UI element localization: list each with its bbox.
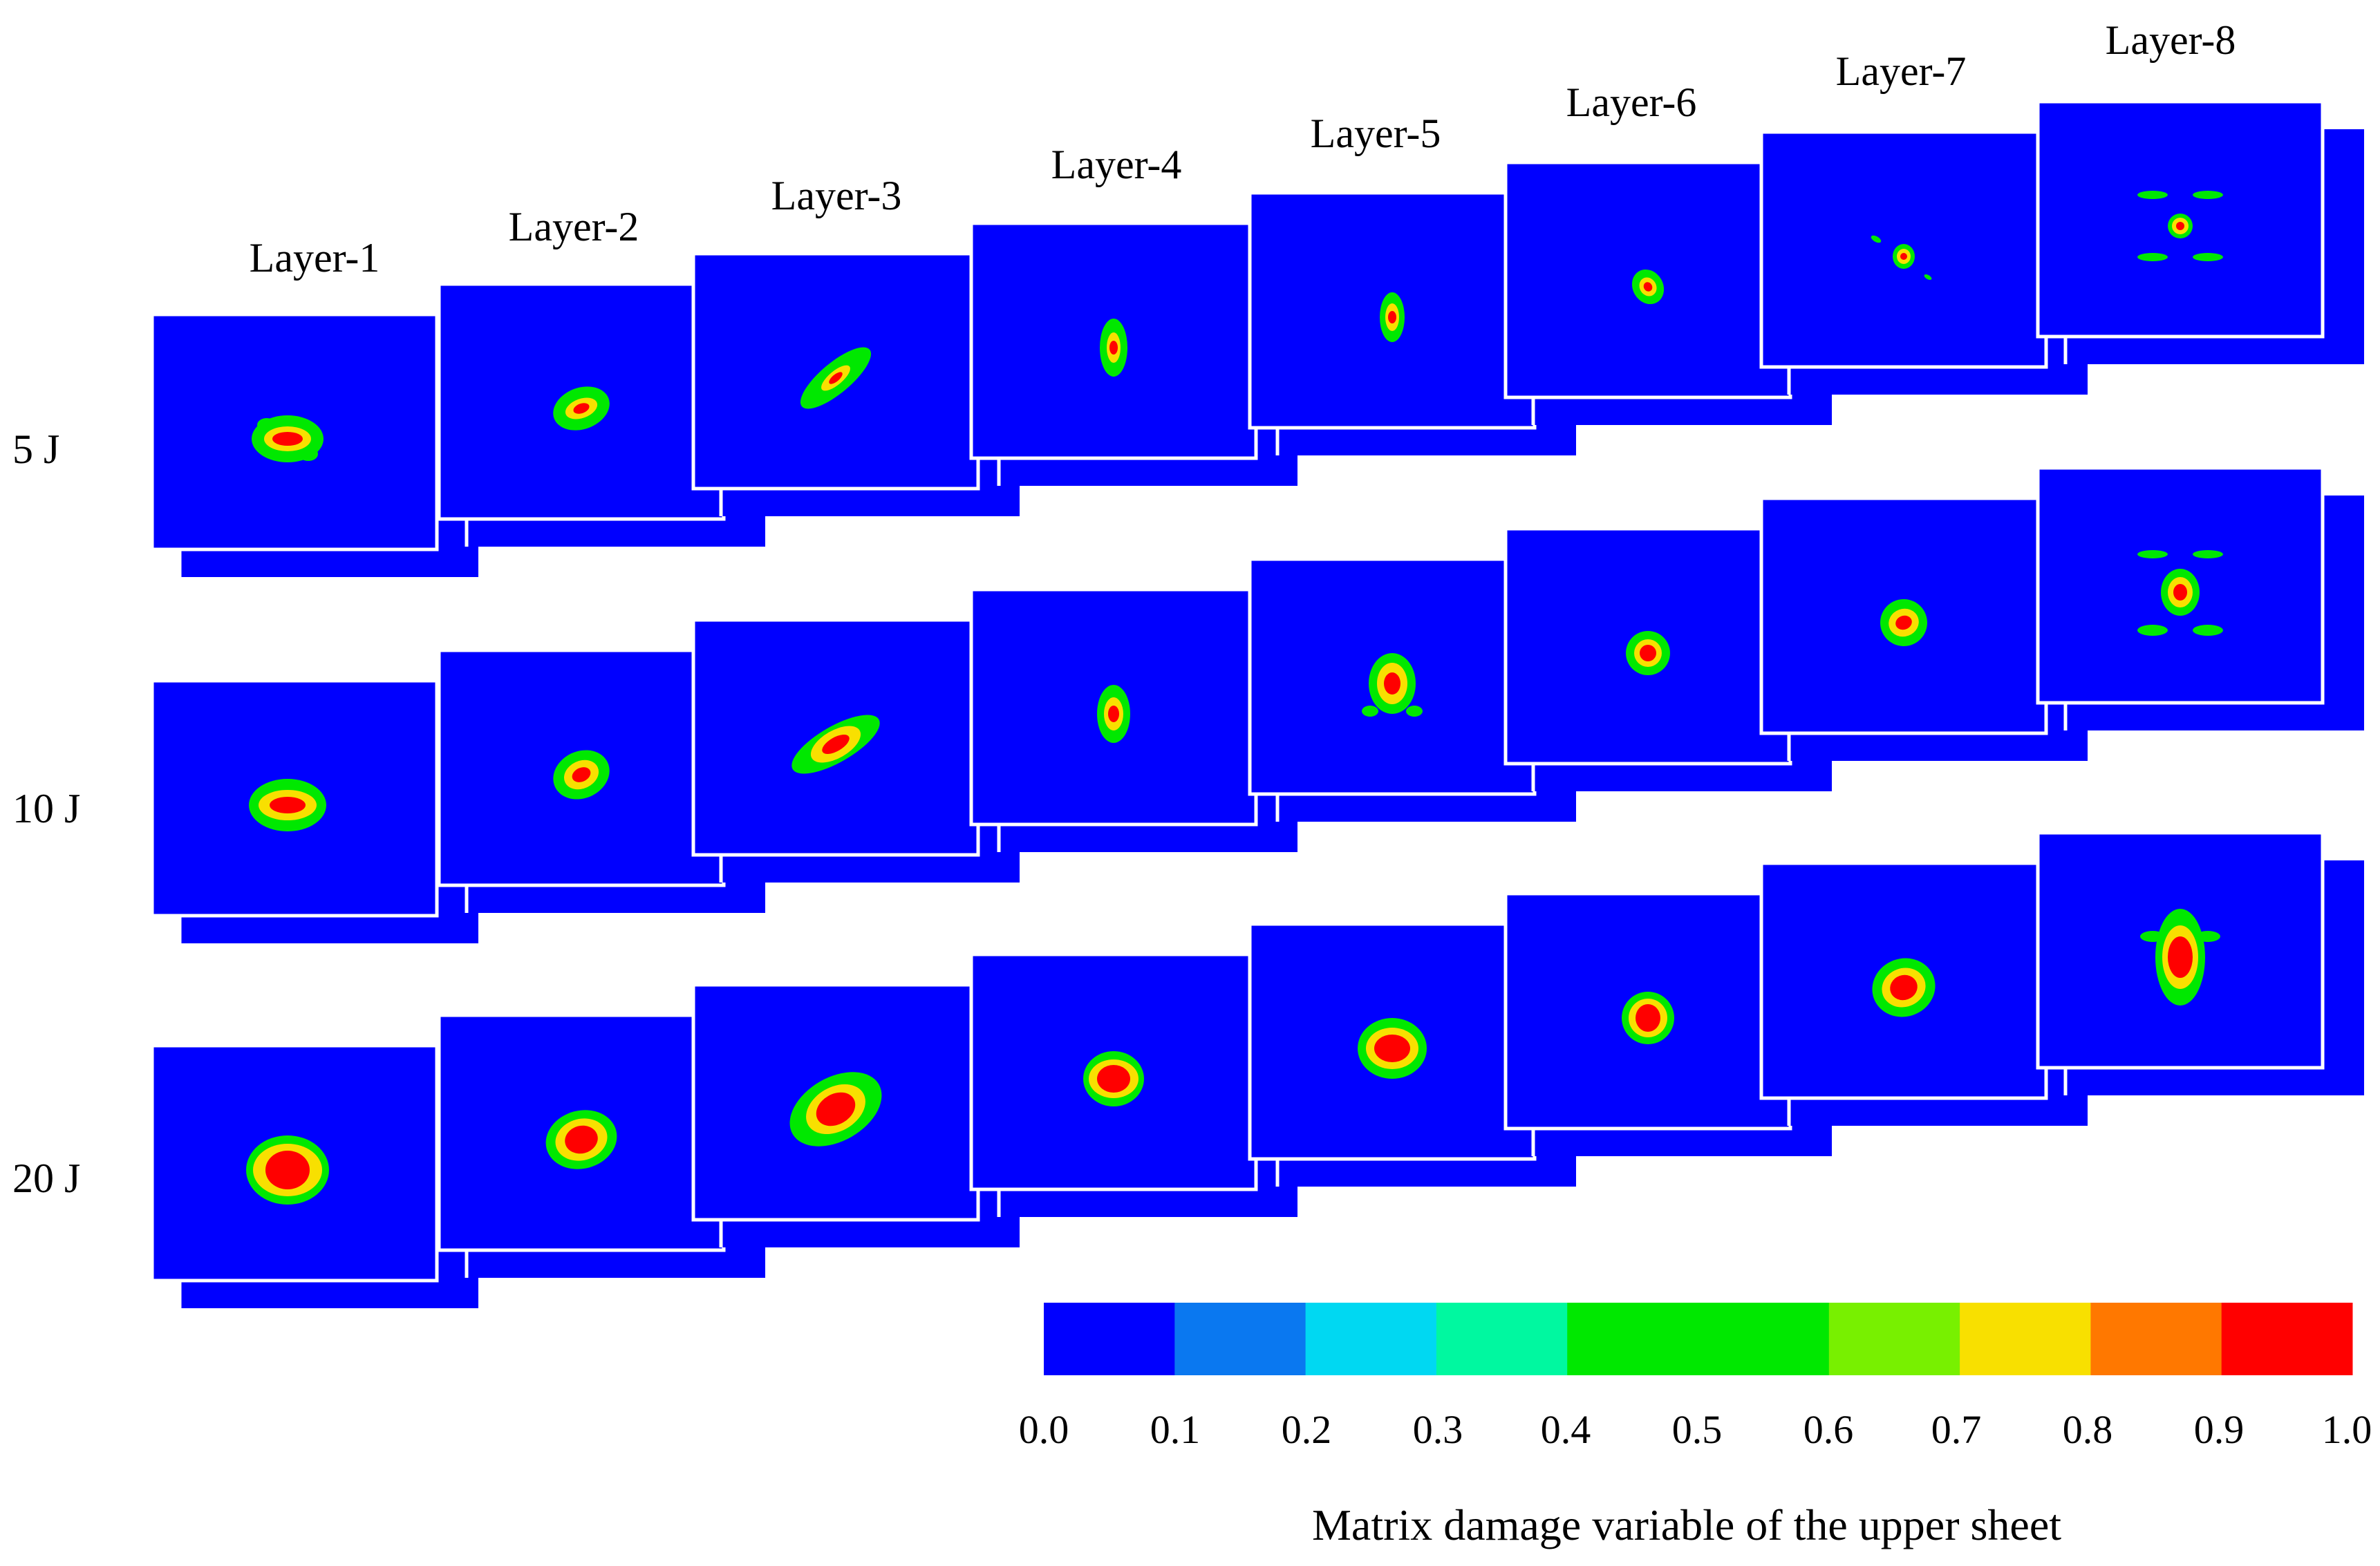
damage-spot xyxy=(1895,615,1912,630)
damage-spot xyxy=(2137,191,2168,199)
damage-panel-r1-layer-1 xyxy=(150,312,478,577)
damage-spot xyxy=(2173,584,2187,601)
column-label-layer-7: Layer-7 xyxy=(1835,48,1967,94)
damage-panel-r2-layer-8 xyxy=(2036,466,2364,730)
damage-spot xyxy=(840,352,859,370)
damage-spot xyxy=(565,1125,598,1154)
damage-spot xyxy=(2137,625,2168,636)
damage-spot xyxy=(265,1151,310,1189)
colorbar xyxy=(1044,1303,2353,1375)
damage-spot xyxy=(816,1092,856,1126)
damage-spot xyxy=(1406,706,1423,717)
damage-spot xyxy=(1900,253,1907,260)
column-label-layer-2: Layer-2 xyxy=(508,204,639,249)
damage-spot xyxy=(573,403,590,414)
column-label-layer-8: Layer-8 xyxy=(2105,17,2236,63)
column-label-layer-3: Layer-3 xyxy=(771,173,902,218)
damage-spot xyxy=(1388,311,1396,323)
damage-panel-r3-layer-1 xyxy=(150,1044,478,1308)
damage-spot xyxy=(270,797,306,813)
damage-panel-r2-layer-4 xyxy=(969,587,1297,852)
damage-spot xyxy=(2137,253,2168,261)
damage-panel-r3-layer-4 xyxy=(969,952,1297,1217)
colorbar-bin-5 xyxy=(1828,1303,1960,1375)
colorbar-bin-7 xyxy=(2090,1303,2222,1375)
damage-spot xyxy=(572,767,591,782)
damage-spot xyxy=(299,447,318,461)
colorbar-bin-3 xyxy=(1436,1303,1568,1375)
colorbar-title: Matrix damage variable of the upper shee… xyxy=(1312,1500,2061,1549)
damage-spot xyxy=(1384,672,1400,695)
colorbar-tick: 0.2 xyxy=(1281,1407,1332,1452)
colorbar-tick: 1.0 xyxy=(2321,1407,2372,1452)
colorbar-tick: 0.9 xyxy=(2193,1407,2245,1452)
damage-spot xyxy=(822,735,850,754)
colorbar-bin-8 xyxy=(2221,1303,2353,1375)
damage-spot xyxy=(272,432,303,446)
column-label-layer-5: Layer-5 xyxy=(1310,111,1441,156)
panel-sheet xyxy=(969,587,1258,827)
colorbar-bin-1 xyxy=(1174,1303,1306,1375)
colorbar-bin-2 xyxy=(1305,1303,1437,1375)
row-label-5j: 5 J xyxy=(12,426,60,472)
colorbar-tick: 0.3 xyxy=(1412,1407,1463,1452)
colorbar-tick: 0.5 xyxy=(1671,1407,1723,1452)
damage-panel-r3-layer-8 xyxy=(2036,831,2364,1095)
panel-sheet xyxy=(437,282,726,521)
colorbar-tick: 0.4 xyxy=(1540,1407,1591,1452)
damage-spot xyxy=(1643,282,1653,292)
damage-spot xyxy=(1374,1035,1410,1062)
damage-panel-r1-layer-4 xyxy=(969,221,1297,486)
damage-spot xyxy=(2193,191,2223,199)
damage-spot xyxy=(1640,645,1656,661)
damage-spot xyxy=(1871,235,1882,243)
damage-panel-r2-layer-1 xyxy=(150,679,478,943)
damage-panel-r3-layer-6 xyxy=(1503,892,1832,1156)
damage-spot xyxy=(2140,931,2165,942)
damage-spot xyxy=(829,372,843,384)
damage-spot xyxy=(2168,936,2193,978)
damage-panel-r1-layer-8 xyxy=(2036,100,2364,364)
row-label-20j: 20 J xyxy=(12,1155,81,1201)
damage-spot xyxy=(2193,253,2223,261)
damage-spot xyxy=(1109,341,1118,355)
damage-spot xyxy=(1097,1065,1130,1093)
damage-spot xyxy=(1362,706,1378,717)
colorbar-bin-6 xyxy=(1960,1303,2091,1375)
damage-spot xyxy=(257,418,277,432)
damage-panel-r3-layer-3 xyxy=(691,983,1020,1247)
colorbar-bin-4 xyxy=(1567,1303,1830,1375)
colorbar-tick: 0.0 xyxy=(1018,1407,1069,1452)
column-label-layer-1: Layer-1 xyxy=(249,235,380,281)
damage-spot xyxy=(2193,550,2223,558)
damage-spot xyxy=(2176,222,2184,230)
damage-spot xyxy=(1890,974,1918,1001)
column-label-layer-6: Layer-6 xyxy=(1566,79,1697,125)
colorbar-bin-0 xyxy=(1044,1303,1175,1375)
damage-spot xyxy=(1108,706,1119,722)
row-label-10j: 10 J xyxy=(12,786,81,831)
colorbar-tick: 0.6 xyxy=(1803,1407,1854,1452)
damage-spot xyxy=(2195,931,2220,942)
damage-spot xyxy=(2193,625,2223,636)
damage-panel-r1-layer-2 xyxy=(437,282,765,547)
colorbar-tick: 0.7 xyxy=(1931,1407,1982,1452)
damage-spot xyxy=(1924,274,1932,280)
damage-spot xyxy=(2137,550,2168,558)
colorbar-tick: 0.8 xyxy=(2062,1407,2113,1452)
column-label-layer-4: Layer-4 xyxy=(1051,142,1182,187)
damage-spot xyxy=(1636,1004,1660,1032)
colorbar-tick: 0.1 xyxy=(1150,1407,1201,1452)
